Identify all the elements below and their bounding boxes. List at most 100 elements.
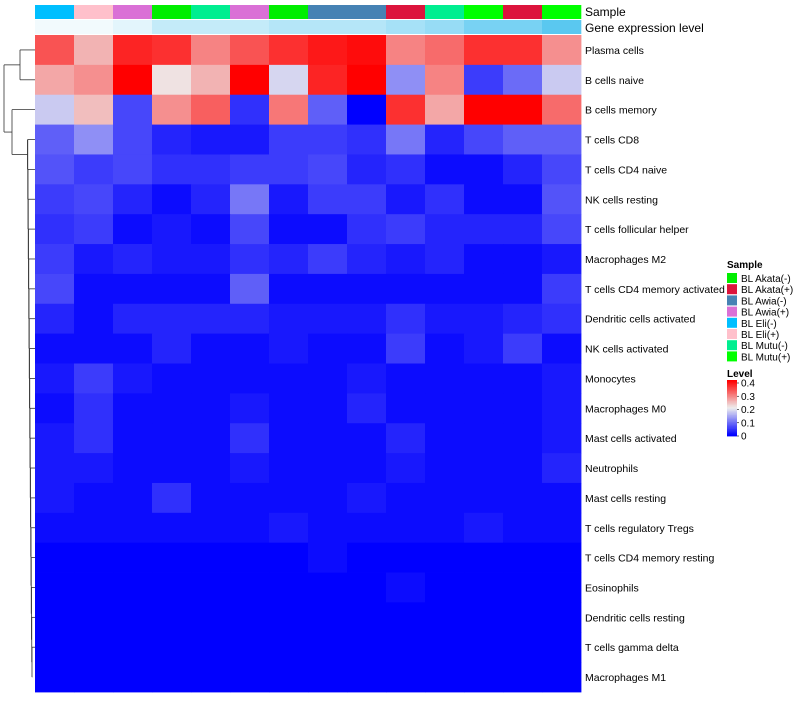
heatmap-cell	[113, 35, 153, 66]
expression-annotation-cell	[113, 20, 153, 34]
heatmap-cell	[74, 662, 114, 693]
sample-annotation-cell	[152, 5, 192, 19]
heatmap-cell	[464, 482, 504, 514]
heatmap-cell	[347, 572, 387, 603]
row-label: Dendritic cells resting	[585, 612, 685, 624]
heatmap-cell	[74, 184, 114, 215]
heatmap-cell	[191, 423, 231, 454]
level-legend-band	[727, 402, 737, 405]
heatmap-cell	[74, 64, 114, 96]
heatmap-cell	[230, 453, 270, 484]
heatmap-cell	[503, 35, 543, 66]
heatmap-cell	[347, 393, 387, 424]
heatmap-cell	[230, 393, 270, 424]
heatmap-cell	[308, 124, 348, 155]
heatmap-cell	[35, 333, 75, 364]
row-label: Macrophages M2	[585, 254, 666, 266]
heatmap-cell	[269, 393, 309, 424]
heatmap-cell	[230, 333, 270, 364]
heatmap-cell	[113, 303, 153, 335]
level-legend-band	[727, 410, 737, 413]
heatmap-cell	[152, 572, 192, 603]
level-legend-band	[727, 398, 737, 400]
heatmap-cell	[35, 393, 75, 424]
heatmap-cell	[35, 244, 75, 275]
heatmap-cell	[191, 453, 231, 484]
heatmap-cell	[503, 363, 543, 394]
sample-legend-swatch	[727, 273, 737, 283]
heatmap-cell	[35, 214, 75, 245]
heatmap-cell	[347, 154, 387, 185]
heatmap-cell	[464, 363, 504, 394]
heatmap-cell	[464, 94, 504, 125]
sample-legend-label: BL Eli(-)	[741, 319, 777, 330]
heatmap-cell	[113, 244, 153, 275]
heatmap-cell	[542, 393, 582, 424]
heatmap-cell	[386, 154, 426, 185]
heatmap-cell	[191, 154, 231, 185]
heatmap-cell	[386, 602, 426, 633]
heatmap-cell	[425, 632, 465, 663]
heatmap-cell	[74, 393, 114, 424]
heatmap-cell	[269, 482, 309, 514]
row-label: T cells follicular helper	[585, 224, 689, 236]
heatmap-cell	[308, 94, 348, 125]
heatmap-cell	[74, 572, 114, 603]
heatmap-cell	[464, 154, 504, 185]
level-legend-tick-label: 0	[741, 432, 747, 443]
heatmap-cell	[191, 542, 231, 573]
heatmap-cell	[152, 453, 192, 484]
heatmap-cell	[308, 273, 348, 305]
heatmap-cell	[503, 333, 543, 364]
heatmap-cell	[74, 333, 114, 364]
heatmap-cell	[230, 572, 270, 603]
heatmap-cell	[425, 602, 465, 633]
heatmap-cell	[230, 214, 270, 245]
heatmap-cell	[191, 64, 231, 96]
heatmap-cell	[74, 363, 114, 394]
heatmap-cell	[464, 542, 504, 573]
level-legend-band	[727, 427, 737, 430]
expression-annotation-cell	[425, 20, 465, 34]
heatmap-cell	[113, 662, 153, 693]
heatmap-cell	[347, 602, 387, 633]
heatmap-cell	[191, 482, 231, 514]
expression-annotation-cell	[152, 20, 192, 34]
heatmap-cell	[308, 542, 348, 573]
heatmap-cell	[308, 423, 348, 454]
level-legend-band	[727, 381, 737, 384]
heatmap-cell	[35, 423, 75, 454]
heatmap-cell	[308, 662, 348, 693]
heatmap-cell	[464, 602, 504, 633]
level-legend-band	[727, 389, 737, 392]
heatmap-cell	[464, 124, 504, 155]
level-legend-band	[727, 396, 737, 399]
heatmap-cell	[35, 35, 75, 66]
heatmap-cell	[503, 482, 543, 514]
heatmap-cell	[542, 35, 582, 66]
heatmap-cell	[191, 602, 231, 633]
heatmap-cell	[269, 423, 309, 454]
level-legend-band	[727, 392, 737, 395]
heatmap-cell	[152, 124, 192, 155]
heatmap-cell	[542, 482, 582, 514]
heatmap-cell	[347, 273, 387, 305]
heatmap-cell	[542, 542, 582, 573]
heatmap-cell	[425, 273, 465, 305]
heatmap-cell	[347, 35, 387, 66]
heatmap-cell	[542, 94, 582, 125]
heatmap-cell	[308, 572, 348, 603]
sample-legend: Sample BL Akata(-)BL Akata(+)BL Awia(-)B…	[727, 260, 793, 363]
heatmap-cell	[113, 184, 153, 215]
heatmap-cell	[269, 214, 309, 245]
row-label: T cells CD4 memory resting	[585, 553, 714, 565]
sample-legend-title: Sample	[727, 260, 763, 271]
heatmap-cell	[425, 512, 465, 544]
level-legend-band	[727, 431, 737, 434]
heatmap-cell	[191, 363, 231, 394]
heatmap-cell	[35, 154, 75, 185]
heatmap-cell	[386, 453, 426, 484]
sample-annotation-cell	[464, 5, 504, 19]
heatmap-cell	[503, 244, 543, 275]
heatmap-cell	[113, 602, 153, 633]
